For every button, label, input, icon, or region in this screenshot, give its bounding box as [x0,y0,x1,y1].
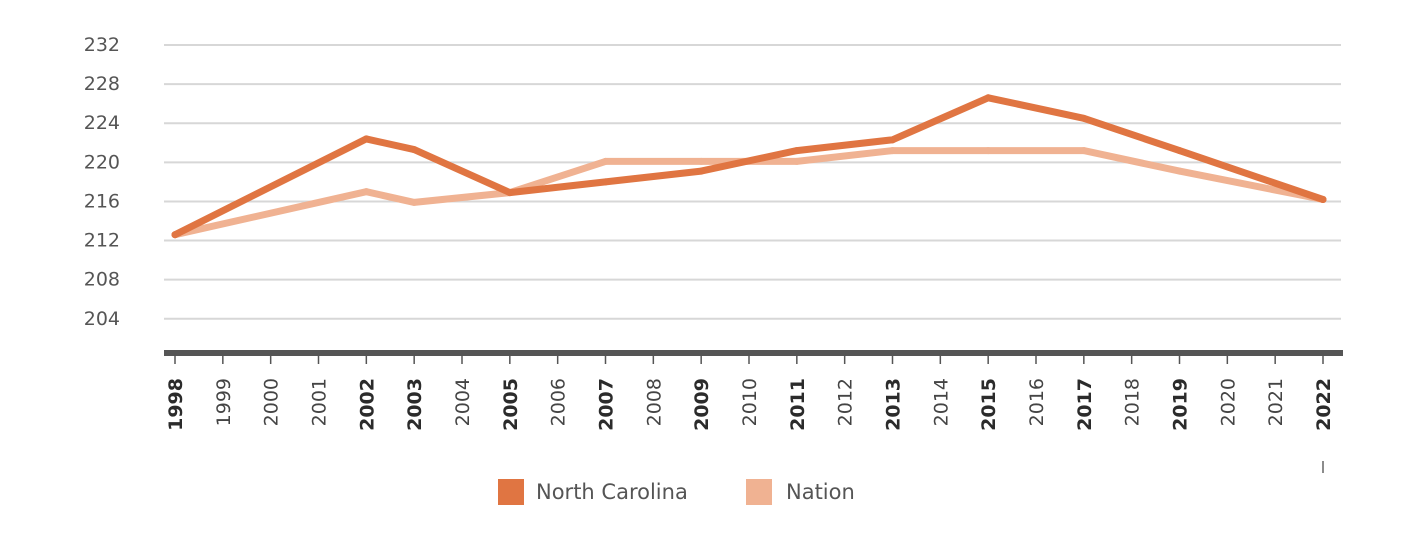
x-tick-label: 2018 [1122,378,1144,426]
y-tick-label: 208 [84,269,120,291]
data-point [362,188,370,196]
x-tick-label: 2006 [548,378,570,426]
legend-swatch-north-carolina [498,479,524,505]
x-tick-label: 2010 [739,378,761,426]
x-tick-label: 2015 [978,378,1000,431]
data-point [1176,147,1183,155]
data-point [697,157,705,165]
x-tick-label: 2004 [452,378,474,426]
x-tick-label: 2009 [691,378,713,431]
legend-label-nation: Nation [786,480,855,504]
grid-lines [164,44,1341,320]
x-tick-label: 2008 [643,378,665,426]
data-point [362,135,370,143]
x-tick-label: 2017 [1074,378,1096,431]
y-tick-label: 204 [84,308,120,330]
legend-swatch-nation [746,479,772,505]
y-tick-label: 228 [84,73,120,95]
y-tick-label: 224 [84,112,120,134]
x-tick-label: 2002 [356,378,378,431]
x-tick-label: 2014 [930,378,952,426]
x-tick-label: 2016 [1026,378,1048,426]
data-point [602,178,609,186]
data-point [889,147,896,155]
x-axis: 1998 1999 2000 2001 2002 2003 2004 2005 2006 2007… [164,350,1343,473]
x-tick-label: 2000 [261,378,283,426]
x-tick-label: 2011 [787,378,809,431]
data-point [697,167,705,175]
data-point [1080,114,1088,122]
data-point [171,231,179,239]
y-tick-label: 220 [84,151,120,173]
legend-label-north-carolina: North Carolina [536,480,688,504]
x-tick-label: 2005 [500,378,522,431]
data-point [793,157,801,165]
x-tick-label: 2013 [883,378,905,431]
data-point [889,136,896,144]
y-tick-label: 232 [84,34,120,56]
series-lines [171,94,1327,239]
data-point [602,157,609,165]
legend: North Carolina Nation [498,479,855,505]
x-tick-label: 1999 [213,378,235,426]
y-tick-label: 212 [84,230,120,252]
data-point [410,198,418,206]
x-tick-label: 2012 [835,378,857,426]
x-tick-label: 2020 [1217,378,1239,426]
x-tick-label: 2022 [1313,378,1335,431]
x-tick-label: 2003 [404,378,426,431]
series-line-north-carolina [171,94,1327,239]
x-tick-label: 2021 [1265,378,1287,426]
data-point [793,147,801,155]
x-tick-label: 2001 [309,378,331,426]
data-point [984,94,992,102]
x-tick-label: 2019 [1170,378,1192,431]
data-point [1176,167,1183,175]
x-tick-label: 1998 [165,378,187,431]
data-point [410,146,418,154]
y-axis: 204 208 212 216 220 224 228 232 [84,34,120,330]
data-point [506,189,514,197]
data-point [1319,195,1327,203]
y-tick-label: 216 [84,190,120,212]
data-point [984,147,992,155]
x-tick-label: 2007 [596,378,618,431]
data-point [1080,147,1088,155]
